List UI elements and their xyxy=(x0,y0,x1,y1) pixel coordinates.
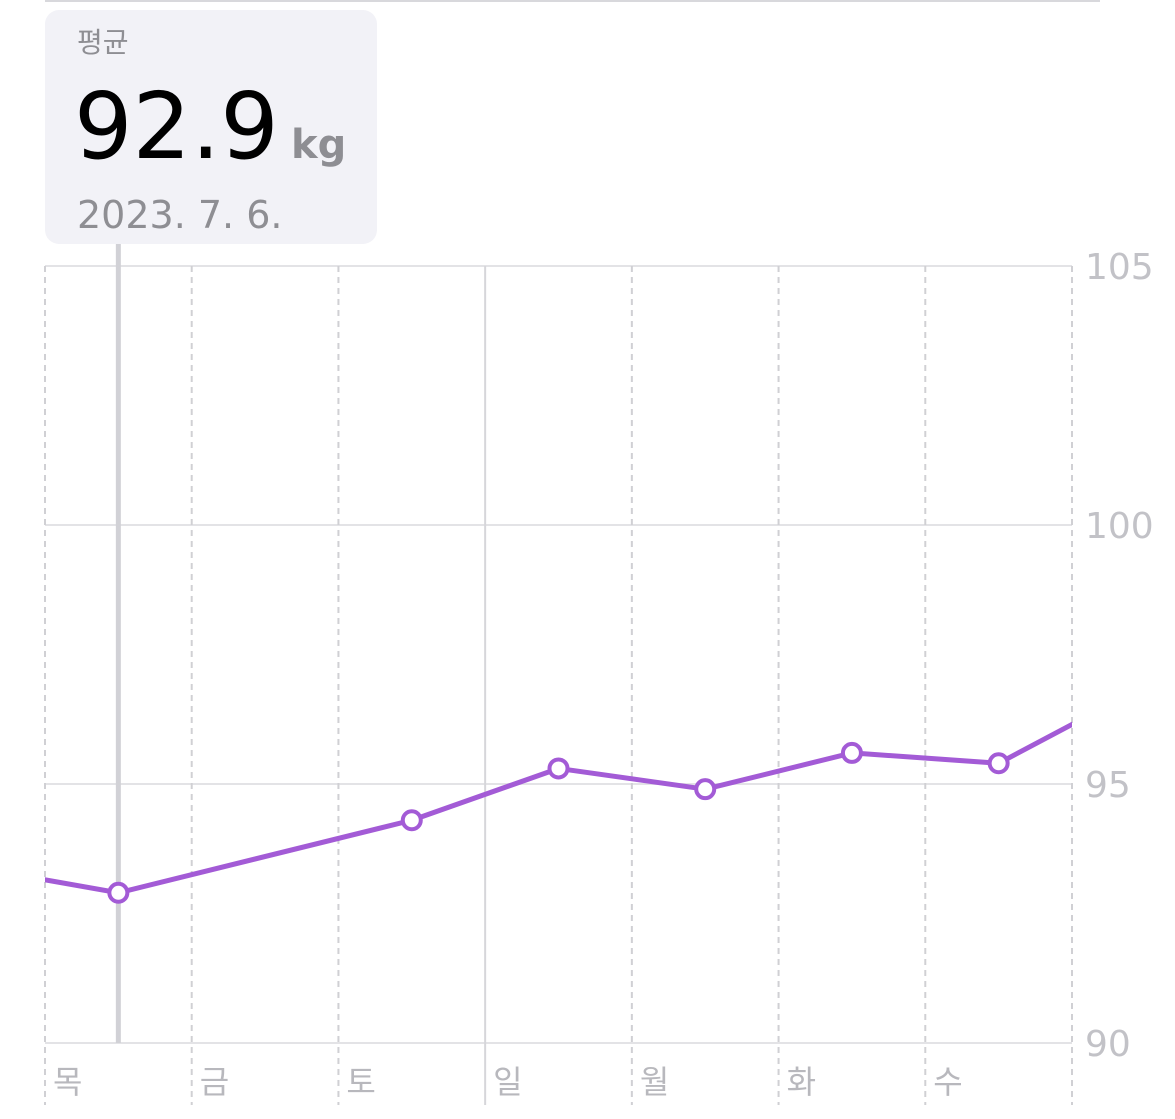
line-segment xyxy=(556,765,708,792)
data-point xyxy=(840,741,863,764)
tooltip-box xyxy=(45,10,377,244)
tooltip-date: 2023. 7. 6. xyxy=(77,193,282,237)
x-tick-label: 일 xyxy=(493,1063,522,1101)
y-tick-label: 95 xyxy=(1085,765,1131,806)
x-tick-label: 목 xyxy=(53,1063,82,1101)
x-tick-label: 월 xyxy=(640,1063,669,1101)
plot xyxy=(45,240,1154,1043)
tooltip-unit: kg xyxy=(291,122,346,168)
data-point xyxy=(400,809,423,832)
data-point xyxy=(1136,677,1154,695)
y-tick-label: 105 xyxy=(1085,247,1154,288)
x-tick-label: 화 xyxy=(787,1063,816,1101)
line-segment xyxy=(45,877,121,896)
data-point xyxy=(547,757,570,780)
line-segment xyxy=(702,750,855,792)
x-tick-label: 수 xyxy=(933,1063,962,1101)
x-tick-label: 금 xyxy=(200,1063,229,1101)
grid: 90 95 100 105 목 금 토 일 월 화 수 xyxy=(44,247,1154,1105)
line-segment xyxy=(115,817,415,896)
line-segment xyxy=(996,721,1072,766)
tooltip-label: 평균 xyxy=(77,26,129,59)
y-tick-label: 100 xyxy=(1085,506,1154,547)
x-tick-label: 토 xyxy=(346,1063,375,1101)
line-segment xyxy=(409,765,561,823)
line-segment xyxy=(849,750,1002,766)
y-tick-label: 90 xyxy=(1085,1024,1131,1065)
tooltip: 평균 92.9 kg 2023. 7. 6. xyxy=(45,10,377,244)
tooltip-value: 92.9 xyxy=(74,73,279,180)
data-point xyxy=(694,778,717,801)
data-point xyxy=(987,752,1010,775)
data-point xyxy=(107,881,130,904)
